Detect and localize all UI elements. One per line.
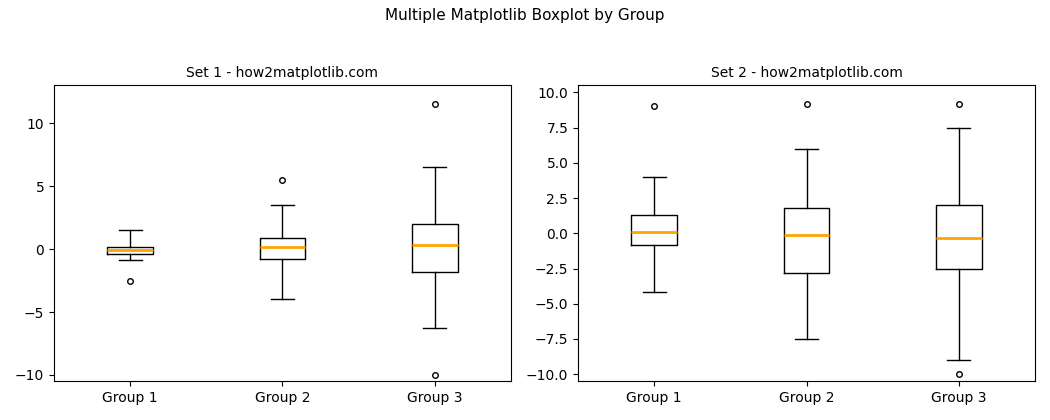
Title: Set 1 - how2matplotlib.com: Set 1 - how2matplotlib.com [187, 66, 378, 80]
Text: Multiple Matplotlib Boxplot by Group: Multiple Matplotlib Boxplot by Group [385, 8, 665, 24]
Title: Set 2 - how2matplotlib.com: Set 2 - how2matplotlib.com [711, 66, 902, 80]
